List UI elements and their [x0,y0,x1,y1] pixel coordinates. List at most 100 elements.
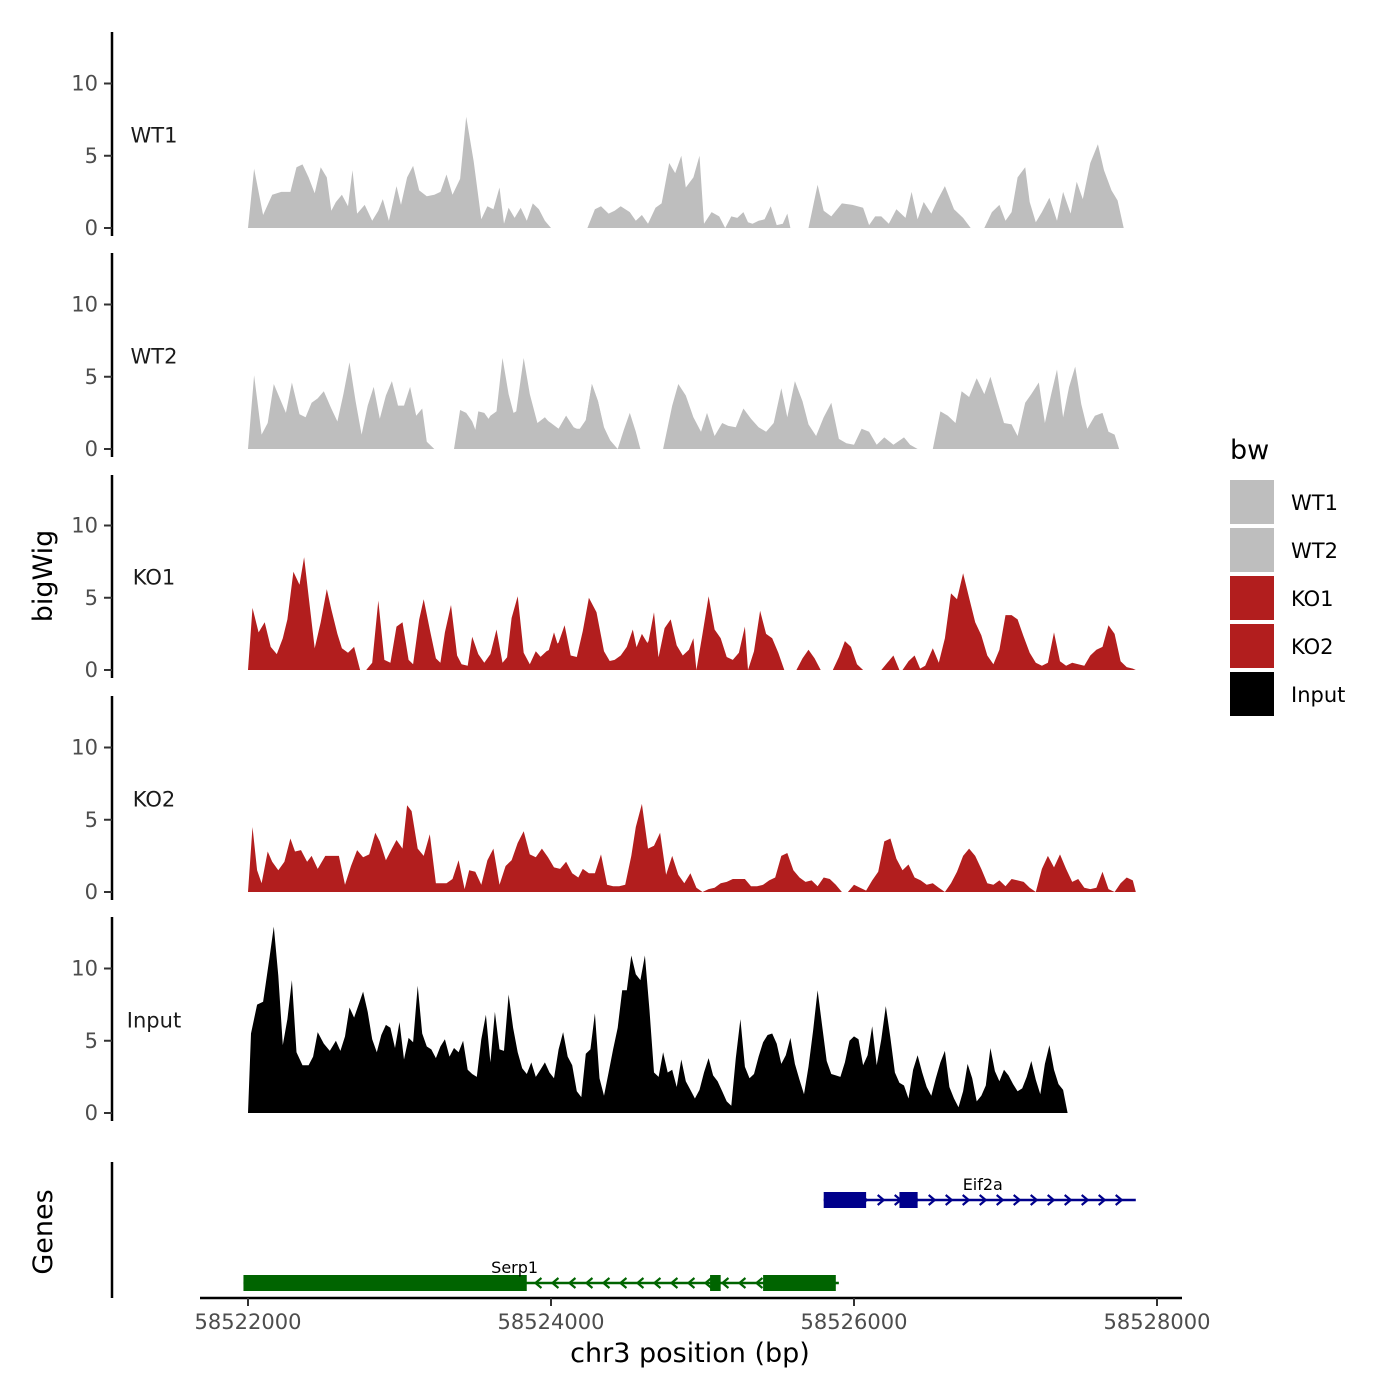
strand-arrow [720,1277,730,1289]
y-tick-label: 10 [71,72,98,96]
y-tick-label: 10 [71,293,98,317]
strand-arrow [978,1194,988,1206]
coverage-area-wt2 [617,412,641,449]
track-label-wt2: WT2 [131,345,178,369]
strand-arrow [533,1277,543,1289]
track-wt1: 0 5 10 WT1 [71,32,1136,240]
y-tick-label: 10 [71,514,98,538]
gene-eif2a-exon [823,1192,867,1208]
y-tick-label: 0 [85,880,98,904]
track-label-input: Input [127,1009,181,1033]
y-tick-label: 5 [85,144,98,168]
x-ticks: 58522000 58524000 58526000 58528000 [195,1298,1211,1334]
strand-arrow [995,1194,1005,1206]
strand-arrow [1029,1194,1039,1206]
coverage-area-ko1 [505,596,697,670]
gene-serp1-exon [763,1275,836,1291]
coverage-area-ko1 [917,573,1136,670]
genes-track-label: Genes [28,1189,59,1274]
legend-item-input: Input [1230,672,1345,716]
strand-arrow [1080,1194,1090,1206]
strand-arrow [703,1277,713,1289]
x-tick-label: 58528000 [1104,1310,1211,1334]
track-wt2: 0 5 10 WT2 [71,253,1120,461]
strand-arrow [618,1277,628,1289]
legend-swatch [1230,528,1274,572]
y-tick-label: 10 [71,957,98,981]
legend-label: WT1 [1291,491,1338,515]
gene-serp1-exon [710,1275,721,1291]
y-tick-label: 0 [85,1101,98,1125]
x-tick-label: 58526000 [801,1310,908,1334]
gene-eif2a-exon [899,1192,918,1208]
strand-arrow [584,1277,594,1289]
coverage-area-ko1 [881,655,900,670]
legend-label: KO2 [1291,635,1334,659]
strand-arrow [1114,1194,1124,1206]
y-tick-label: 5 [85,808,98,832]
coverage-area-ko1 [748,610,785,670]
y-tick-label: 5 [85,586,98,610]
strand-arrow [1046,1194,1056,1206]
x-tick-label: 58524000 [498,1310,605,1334]
track-ko2: 0 5 10 KO2 [71,696,1136,904]
strand-arrow [601,1277,611,1289]
coverage-area-wt2 [248,358,662,449]
gene-eif2a: Eif2a [823,1175,1136,1208]
legend-title: bw [1230,435,1269,466]
track-ko1: 0 5 10 KO1 [71,475,1136,682]
strand-arrow [961,1194,971,1206]
legend: bw WT1 WT2 KO1 KO2 Input [1230,435,1345,716]
gene-label-serp1: Serp1 [491,1258,538,1277]
y-tick-label: 5 [85,1029,98,1053]
legend-label: Input [1291,683,1345,707]
legend-items: WT1 WT2 KO1 KO2 Input [1230,480,1345,716]
strand-arrow [652,1277,662,1289]
strand-arrow [944,1194,954,1206]
strand-arrow [876,1194,886,1206]
strand-arrow [754,1277,764,1289]
x-axis-title: chr3 position (bp) [570,1338,810,1369]
track-label-wt1: WT1 [131,124,178,148]
coverage-area-ko2 [248,803,1136,892]
strand-arrow [686,1277,696,1289]
coverage-area-wt2 [472,358,615,449]
legend-swatch [1230,480,1274,524]
coverage-area-ko1 [696,596,748,670]
genes-layer: Eif2a Serp1 [243,1175,1136,1291]
strand-arrow [1097,1194,1107,1206]
legend-item-ko1: KO1 [1230,576,1334,620]
x-tick-label: 58522000 [195,1310,302,1334]
coverage-area-ko1 [832,641,864,670]
gene-label-eif2a: Eif2a [963,1175,1003,1194]
track-label-ko1: KO1 [133,566,176,590]
coverage-area-wt2 [663,381,918,449]
coverage-area-ko1 [796,649,821,670]
coverage-area-ko1 [248,557,827,670]
coverage-area-wt1 [808,144,1136,228]
legend-item-wt2: WT2 [1230,528,1338,572]
strand-arrow [635,1277,645,1289]
track-input: 0 5 10 Input [71,917,1068,1125]
track-label-ko2: KO2 [133,788,176,812]
strand-arrow [1063,1194,1073,1206]
y-tick-label: 10 [71,736,98,760]
coverage-area-input [248,926,1068,1113]
legend-swatch [1230,576,1274,620]
coverage-area-ko1 [902,655,921,670]
y-axis-title: bigWig [28,530,59,623]
coverage-area-wt1 [248,116,626,228]
legend-swatch [1230,672,1274,716]
strand-arrow [737,1277,747,1289]
strand-arrow [1012,1194,1022,1206]
legend-item-wt1: WT1 [1230,480,1338,524]
legend-item-ko2: KO2 [1230,624,1334,668]
strand-arrow [927,1194,937,1206]
legend-label: KO1 [1291,587,1334,611]
y-tick-label: 0 [85,658,98,682]
y-tick-label: 0 [85,216,98,240]
gene-serp1: Serp1 [243,1258,839,1291]
legend-swatch [1230,624,1274,668]
coverage-area-wt2 [932,366,1120,449]
